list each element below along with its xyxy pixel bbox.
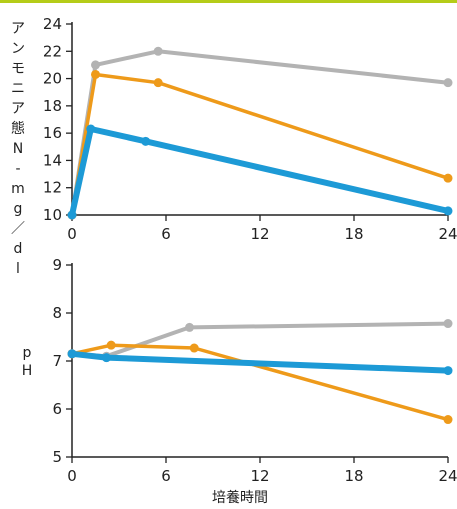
series-line-1	[70, 343, 450, 422]
data-point	[153, 46, 163, 56]
y-tick-label: 6	[52, 400, 62, 418]
data-point	[141, 136, 151, 146]
data-point	[101, 353, 111, 363]
x-tick-label: 12	[250, 467, 269, 485]
y-tick-label: 22	[43, 42, 62, 60]
x-tick-label: 18	[344, 225, 363, 243]
y-tick-label: 10	[43, 206, 62, 224]
series-line-0	[70, 321, 450, 359]
y-tick-label: 7	[52, 352, 62, 370]
series-line-2	[69, 126, 451, 218]
header-accent-bar	[0, 0, 457, 3]
y-tick-label: 20	[43, 70, 62, 88]
series-line-1	[70, 72, 450, 217]
x-tick-label: 24	[438, 467, 457, 485]
y-tick-label: 14	[43, 151, 62, 169]
y-axis-label: アンモニア態 N -m g ／ d l	[11, 21, 25, 277]
y-tick-label: 5	[52, 448, 62, 466]
data-point	[443, 366, 453, 376]
data-point	[153, 78, 163, 88]
data-point	[443, 206, 453, 216]
y-tick-label: 8	[52, 304, 62, 322]
y-tick-label: 24	[43, 15, 62, 33]
y-tick-label: 16	[43, 124, 62, 142]
data-point	[443, 173, 453, 183]
data-point	[67, 349, 77, 359]
y-tick-label: 9	[52, 256, 62, 274]
ph-panel: 5 6 7 8 9 0 6 12 18 24 p H 培養時間	[22, 256, 457, 506]
x-tick-label: 0	[67, 225, 77, 243]
y-tick-label: 18	[43, 97, 62, 115]
x-tick-label: 24	[438, 225, 457, 243]
data-point	[443, 319, 453, 329]
data-point	[189, 343, 199, 353]
data-point	[443, 78, 453, 88]
x-tick-label: 0	[67, 467, 77, 485]
data-point	[91, 69, 100, 79]
data-point	[185, 322, 194, 332]
x-tick-label: 12	[250, 225, 269, 243]
data-point	[91, 60, 100, 70]
y-tick-label: 12	[43, 179, 62, 197]
x-tick-label: 18	[344, 467, 363, 485]
series-line-0	[70, 49, 450, 217]
data-point	[106, 340, 116, 350]
data-point	[86, 124, 96, 134]
data-point	[67, 210, 77, 220]
data-point	[443, 415, 453, 425]
x-tick-label: 6	[161, 467, 171, 485]
ammonia-panel: 10 12 14 16 18 20 22 24 0 6 12 18 24 アンモニア態 N -m g ／ d l	[11, 15, 457, 277]
x-tick-label: 6	[161, 225, 171, 243]
x-axis-label: 培養時間	[212, 489, 268, 506]
